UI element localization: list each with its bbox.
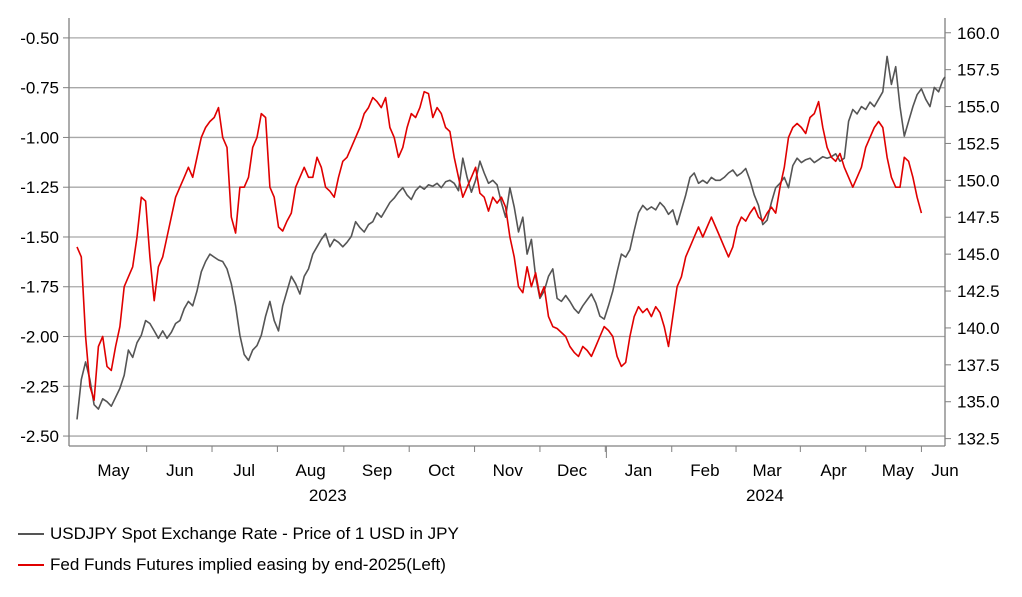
left-y-tick-label: -2.50 [20,427,59,446]
right-y-tick-label: 137.5 [957,356,1000,375]
x-tick-label: Apr [820,461,847,480]
right-y-tick-label: 150.0 [957,171,1000,190]
left-y-tick-label: -1.00 [20,128,59,147]
left-y-tick-label: -1.25 [20,178,59,197]
x-tick-label: Jun [166,461,193,480]
legend-label-fed-funds: Fed Funds Futures implied easing by end-… [50,555,446,574]
right-y-tick-label: 157.5 [957,61,1000,80]
left-y-tick-label: -1.50 [20,228,59,247]
legend-item-fed-funds: Fed Funds Futures implied easing by end-… [18,555,446,575]
x-tick-label: Jul [233,461,255,480]
x-tick-label: Jun [931,461,958,480]
legend-item-usdjpy: USDJPY Spot Exchange Rate - Price of 1 U… [18,524,459,544]
left-y-tick-label: -0.50 [20,29,59,48]
left-y-tick-label: -0.75 [20,79,59,98]
series-line-usdjpy [76,55,946,420]
x-tick-label: May [882,461,915,480]
x-tick-label: Jan [625,461,652,480]
x-tick-labels: May Jun Jul Aug Sep Oct Nov Dec Jan Feb Mar Apr May J… [97,461,958,505]
left-y-tick-label: -1.75 [20,278,59,297]
legend-swatch-fed-funds [18,564,44,566]
right-y-tick-label: 140.0 [957,319,1000,338]
series-lines [76,55,946,420]
x-tick-label: Feb [690,461,719,480]
left-y-tick-label: -2.00 [20,328,59,347]
right-y-tick-labels: 160.0 157.5 155.0 152.5 150.0 147.5 145.0 142.5… [957,24,1000,449]
x-tick-label: Dec [557,461,588,480]
x-year-label: 2023 [309,486,347,505]
left-y-tick-label: -2.25 [20,377,59,396]
legend-swatch-usdjpy [18,533,44,535]
x-tick-label: Oct [428,461,455,480]
axes [63,18,951,458]
x-tick-label: Sep [362,461,392,480]
x-year-label: 2024 [746,486,784,505]
series-line-fed-funds [76,90,923,401]
left-y-tick-labels: -0.50 -0.75 -1.00 -1.25 -1.50 -1.75 -2.00 -2.25… [20,29,59,446]
right-y-tick-label: 155.0 [957,98,1000,117]
x-tick-label: May [97,461,130,480]
right-y-tick-label: 142.5 [957,282,1000,301]
right-y-tick-label: 145.0 [957,245,1000,264]
right-y-tick-label: 132.5 [957,430,1000,449]
right-y-tick-label: 147.5 [957,208,1000,227]
legend-label-usdjpy: USDJPY Spot Exchange Rate - Price of 1 U… [50,524,459,543]
x-tick-label: Nov [493,461,524,480]
gridlines [69,37,945,437]
right-y-tick-label: 160.0 [957,24,1000,43]
right-y-tick-label: 152.5 [957,134,1000,153]
x-tick-label: Mar [752,461,782,480]
x-tick-label: Aug [295,461,325,480]
right-y-tick-label: 135.0 [957,393,1000,412]
